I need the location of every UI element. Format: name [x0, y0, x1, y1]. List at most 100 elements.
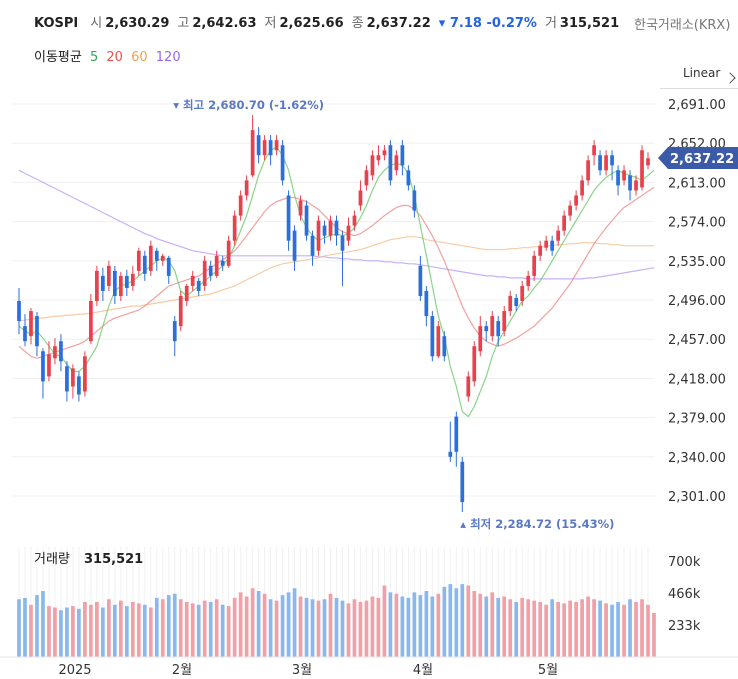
volume-bar	[280, 595, 285, 657]
volume-bar	[532, 600, 537, 657]
volume-bar	[496, 597, 501, 657]
ma-legend[interactable]: 이동평균 5 20 60 120	[34, 46, 185, 65]
candle	[154, 250, 159, 261]
x-tick-label: 2월	[172, 663, 192, 678]
candle	[220, 260, 225, 266]
volume-bar	[466, 585, 471, 657]
volume-bar	[160, 599, 165, 657]
y-tick-label: 2,535.00	[668, 255, 726, 270]
volume-bar	[478, 593, 483, 657]
volume-bar	[562, 603, 566, 657]
volume-bar	[544, 604, 549, 657]
volume-bar	[23, 597, 27, 657]
volume-bar	[154, 597, 159, 657]
volume-bar	[328, 593, 333, 657]
candle	[316, 220, 321, 251]
volume-bar	[556, 602, 561, 657]
candle	[376, 155, 381, 161]
volume-bar	[77, 608, 81, 657]
volume-bar	[412, 592, 417, 657]
volume-bar	[238, 592, 243, 657]
volume-bar	[316, 600, 321, 657]
candle	[29, 311, 33, 337]
candle	[442, 336, 447, 357]
candle	[358, 190, 363, 206]
ma-legend-label: 이동평균	[34, 50, 82, 65]
volume-bar	[550, 599, 555, 657]
candle	[364, 170, 369, 186]
volume-bar	[616, 602, 620, 657]
candle	[130, 273, 135, 286]
candle	[41, 351, 45, 382]
candle	[322, 225, 327, 236]
volume-bar	[370, 596, 375, 657]
x-tick-label: 2025	[58, 663, 91, 678]
candle	[490, 316, 495, 337]
scale-mode-button[interactable]: Linear	[683, 66, 721, 80]
candle	[430, 316, 435, 357]
volume-bar	[53, 607, 57, 657]
ma60-line	[18, 236, 654, 322]
high-value: 2,642.63	[192, 16, 257, 31]
volume-bar	[340, 600, 345, 657]
candle	[23, 326, 27, 342]
candle	[382, 150, 387, 156]
open-label: 시	[90, 16, 103, 31]
last-price-value: 2,637.22	[670, 152, 734, 167]
volume-bar	[262, 593, 267, 657]
candle	[598, 155, 602, 171]
candle	[646, 158, 650, 166]
volume-bar	[394, 593, 399, 657]
candle	[574, 195, 578, 206]
volume-bar	[310, 599, 315, 657]
candle	[112, 270, 117, 296]
low-label: 저	[264, 16, 277, 31]
candle	[388, 145, 393, 181]
candle	[622, 170, 626, 181]
y-tick-label: 2,340.00	[668, 451, 726, 466]
volume-bar	[304, 597, 309, 657]
volume-bar	[89, 604, 93, 657]
candle	[466, 376, 471, 397]
candle	[172, 321, 177, 342]
candle	[59, 341, 63, 362]
candle	[47, 354, 51, 377]
candle	[148, 245, 153, 271]
ma-120: 120	[155, 50, 181, 65]
candle	[232, 215, 237, 241]
candle	[634, 180, 638, 191]
candle	[592, 145, 596, 156]
volume-bar	[41, 591, 45, 657]
volume-bar	[178, 599, 183, 657]
close-label: 종	[351, 16, 364, 31]
volume-bar	[634, 602, 638, 657]
candle	[178, 295, 183, 327]
volume-bar	[286, 592, 291, 657]
volume-bar	[256, 591, 261, 657]
volume-bar	[136, 603, 141, 657]
volume-bar	[628, 599, 632, 657]
candle	[89, 301, 93, 342]
volume-bar	[514, 602, 519, 657]
candle	[124, 275, 129, 288]
volume-bar	[490, 592, 495, 657]
candle	[286, 195, 291, 241]
volume-bar	[298, 596, 303, 657]
volume-bar	[244, 596, 249, 657]
exchange-name: 한국거래소(KRX)	[634, 18, 731, 33]
candle	[436, 326, 441, 357]
candle	[160, 255, 165, 261]
volume-bar	[400, 596, 405, 657]
volume-bar	[17, 599, 21, 657]
candle	[604, 155, 608, 171]
ma-20: 20	[106, 50, 123, 65]
candle	[424, 290, 429, 317]
volume-bar	[538, 602, 543, 657]
candle	[310, 235, 315, 256]
close-value: 2,637.22	[366, 16, 431, 31]
volume-bar	[604, 603, 608, 657]
volume-bar	[610, 604, 614, 657]
candle	[550, 240, 555, 251]
candle	[502, 311, 507, 332]
